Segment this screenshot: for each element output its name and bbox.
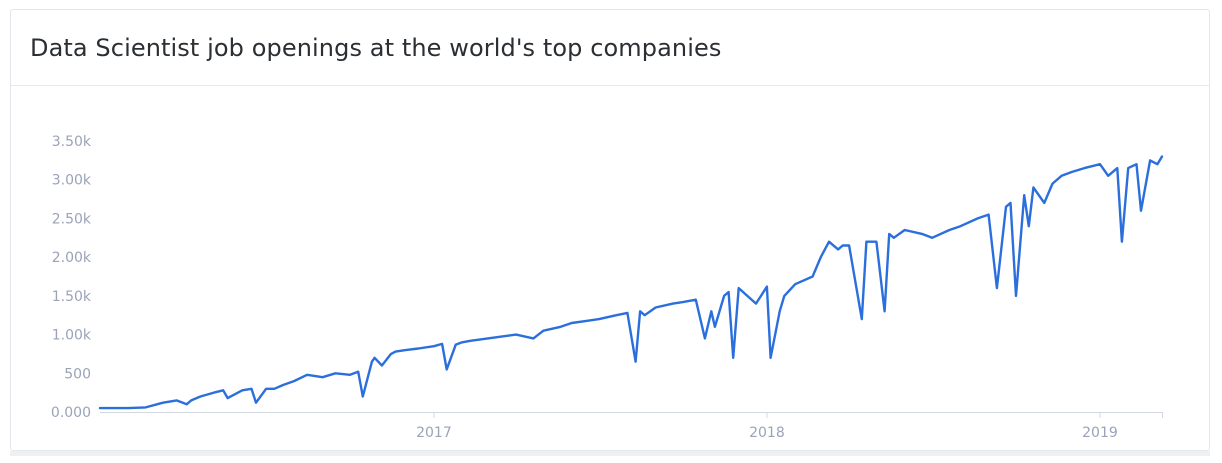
- card-header: Data Scientist job openings at the world…: [11, 10, 1209, 86]
- chart-title: Data Scientist job openings at the world…: [30, 33, 722, 62]
- x-tick-label: 2018: [749, 425, 785, 441]
- y-tick-label: 500: [64, 366, 91, 382]
- x-tick-label: 2019: [1082, 425, 1118, 441]
- chart-card: Data Scientist job openings at the world…: [10, 9, 1210, 451]
- y-tick-label: 1.00k: [52, 328, 92, 344]
- line-chart: 0.000 500 1.00k 1.50k 2.00k 2.50k 3.00k 3.50k 20…: [51, 134, 1164, 441]
- y-tick-label: 3.50k: [52, 134, 92, 150]
- y-tick-label: 2.50k: [52, 211, 92, 227]
- y-tick-label: 0.000: [51, 405, 91, 421]
- x-tick-label: 2017: [416, 425, 452, 441]
- y-tick-label: 2.00k: [52, 250, 92, 266]
- y-tick-label: 1.50k: [52, 289, 92, 305]
- series-line: [98, 155, 1164, 410]
- card-bottom-strip: [10, 451, 1210, 456]
- y-tick-label: 3.00k: [52, 173, 92, 189]
